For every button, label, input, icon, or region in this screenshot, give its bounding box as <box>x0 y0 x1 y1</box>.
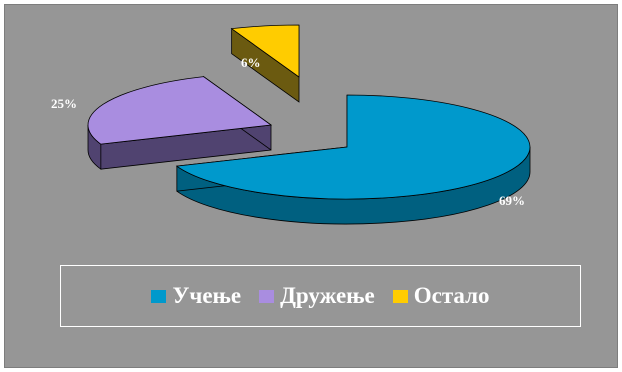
legend-swatch-druzhenje <box>259 289 275 303</box>
pie-top-faces <box>87 24 531 200</box>
legend-item-uchenje: Учење <box>151 283 241 309</box>
data-label-ostalo: 6% <box>241 55 261 70</box>
pie-chart: 69% 25% 6% <box>51 24 531 225</box>
pie-slice-ostalo <box>230 24 300 78</box>
data-label-druzhenje: 25% <box>51 96 77 111</box>
legend: Учење Дружење Остало <box>60 265 581 327</box>
legend-swatch-ostalo <box>392 289 408 303</box>
chart-area: 69% 25% 6% Учење Дружење Остало <box>4 4 618 368</box>
legend-item-ostalo: Остало <box>392 283 490 309</box>
data-label-uchenje: 69% <box>499 193 525 208</box>
pie-data-labels: 69% 25% 6% <box>51 55 525 208</box>
pie-slice-uchenje <box>175 94 531 200</box>
legend-item-druzhenje: Дружење <box>259 283 375 309</box>
legend-swatch-uchenje <box>151 289 167 303</box>
legend-label-druzhenje: Дружење <box>280 283 375 308</box>
legend-label-ostalo: Остало <box>413 283 490 308</box>
legend-label-uchenje: Учење <box>172 283 242 308</box>
pie-slice-druzhenje <box>87 76 273 145</box>
